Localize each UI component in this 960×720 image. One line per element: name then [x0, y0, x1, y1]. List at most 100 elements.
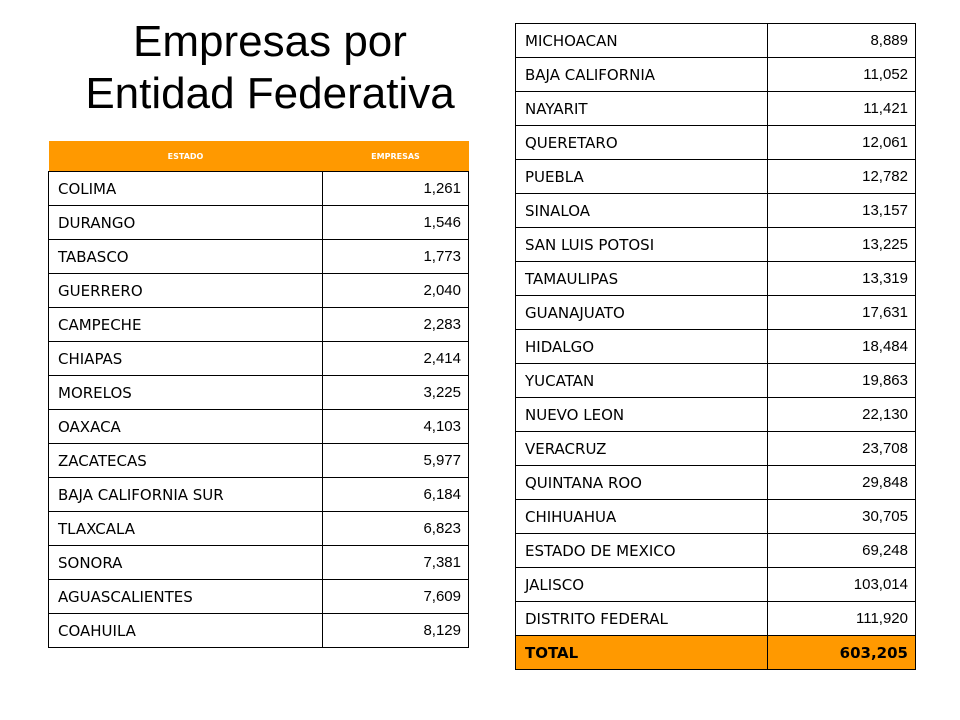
state-name-cell: DISTRITO FEDERAL	[515, 601, 768, 636]
page-title: Empresas por Entidad Federativa	[40, 16, 500, 120]
table-row: AGUASCALIENTES 7,609	[48, 579, 469, 614]
company-count-cell: 4,103	[322, 409, 469, 444]
state-name-cell: GUANAJUATO	[515, 295, 768, 330]
company-count-cell: 5,977	[322, 443, 469, 478]
state-name-cell: SONORA	[48, 545, 323, 580]
company-count-cell: 103,014	[767, 567, 916, 602]
company-count-cell: 13,157	[767, 193, 916, 228]
state-name-cell: JALISCO	[515, 567, 768, 602]
state-name-cell: PUEBLA	[515, 159, 768, 194]
table-row: NUEVO LEON 22,130	[515, 397, 916, 432]
company-count-cell: 69,248	[767, 533, 916, 568]
company-count-cell: 7,381	[322, 545, 469, 580]
state-name-cell: ESTADO DE MEXICO	[515, 533, 768, 568]
company-count-cell: 3,225	[322, 375, 469, 410]
company-count-cell: 1,773	[322, 239, 469, 274]
table-row: COLIMA 1,261	[48, 171, 469, 206]
state-name-cell: ZACATECAS	[48, 443, 323, 478]
table-row: CHIHUAHUA 30,705	[515, 499, 916, 534]
table-row: TLAXCALA 6,823	[48, 511, 469, 546]
table-row: QUINTANA ROO 29,848	[515, 465, 916, 500]
state-name-cell: CAMPECHE	[48, 307, 323, 342]
company-count-cell: 2,414	[322, 341, 469, 376]
company-count-cell: 6,184	[322, 477, 469, 512]
table-row: JALISCO 103,014	[515, 567, 916, 602]
table-row: ZACATECAS 5,977	[48, 443, 469, 478]
table-row: NAYARIT 11,421	[515, 91, 916, 126]
state-name-cell: TABASCO	[48, 239, 323, 274]
company-count-cell: 18,484	[767, 329, 916, 364]
table-row: BAJA CALIFORNIA 11,052	[515, 57, 916, 92]
table-row: OAXACA 4,103	[48, 409, 469, 444]
company-count-cell: 23,708	[767, 431, 916, 466]
company-count-cell: 12,782	[767, 159, 916, 194]
table-row: GUANAJUATO 17,631	[515, 295, 916, 330]
company-count-cell: 111,920	[767, 601, 916, 636]
state-name-cell: NAYARIT	[515, 91, 768, 126]
column-header-estado: ESTADO	[48, 141, 323, 172]
company-count-cell: 2,040	[322, 273, 469, 308]
state-name-cell: QUERETARO	[515, 125, 768, 160]
company-count-cell: 2,283	[322, 307, 469, 342]
state-name-cell: SINALOA	[515, 193, 768, 228]
company-count-cell: 17,631	[767, 295, 916, 330]
state-name-cell: QUINTANA ROO	[515, 465, 768, 500]
total-row: TOTAL 603,205	[515, 635, 916, 670]
company-count-cell: 8,889	[767, 23, 916, 58]
company-count-cell: 13,225	[767, 227, 916, 262]
table-row: SAN LUIS POTOSI 13,225	[515, 227, 916, 262]
state-name-cell: TAMAULIPAS	[515, 261, 768, 296]
table-row: MICHOACAN 8,889	[515, 23, 916, 58]
table-row: VERACRUZ 23,708	[515, 431, 916, 466]
table-row: SINALOA 13,157	[515, 193, 916, 228]
state-name-cell: CHIAPAS	[48, 341, 323, 376]
company-count-cell: 7,609	[322, 579, 469, 614]
state-name-cell: SAN LUIS POTOSI	[515, 227, 768, 262]
state-name-cell: CHIHUAHUA	[515, 499, 768, 534]
state-name-cell: HIDALGO	[515, 329, 768, 364]
state-name-cell: BAJA CALIFORNIA	[515, 57, 768, 92]
table-row: COAHUILA 8,129	[48, 613, 469, 648]
company-count-cell: 1,546	[322, 205, 469, 240]
table-row: SONORA 7,381	[48, 545, 469, 580]
state-name-cell: MICHOACAN	[515, 23, 768, 58]
page-title-line-1: Empresas por	[133, 17, 407, 66]
table-row: GUERRERO 2,040	[48, 273, 469, 308]
company-count-cell: 8,129	[322, 613, 469, 648]
company-count-cell: 30,705	[767, 499, 916, 534]
table-row: QUERETARO 12,061	[515, 125, 916, 160]
table-row: TABASCO 1,773	[48, 239, 469, 274]
company-count-cell: 1,261	[322, 171, 469, 206]
table-row: PUEBLA 12,782	[515, 159, 916, 194]
table-row: HIDALGO 18,484	[515, 329, 916, 364]
table-row: TAMAULIPAS 13,319	[515, 261, 916, 296]
table-header-row: ESTADO EMPRESAS	[48, 141, 469, 172]
company-count-cell: 6,823	[322, 511, 469, 546]
state-name-cell: TLAXCALA	[48, 511, 323, 546]
table-row: YUCATAN 19,863	[515, 363, 916, 398]
page-title-line-2: Entidad Federativa	[85, 69, 455, 118]
total-value: 603,205	[767, 635, 916, 670]
state-name-cell: COAHUILA	[48, 613, 323, 648]
table-row: ESTADO DE MEXICO 69,248	[515, 533, 916, 568]
company-count-cell: 11,421	[767, 91, 916, 126]
table-row: MORELOS 3,225	[48, 375, 469, 410]
company-count-cell: 22,130	[767, 397, 916, 432]
state-name-cell: OAXACA	[48, 409, 323, 444]
table-row: CAMPECHE 2,283	[48, 307, 469, 342]
company-count-cell: 29,848	[767, 465, 916, 500]
company-count-cell: 12,061	[767, 125, 916, 160]
table-row: BAJA CALIFORNIA SUR 6,184	[48, 477, 469, 512]
state-name-cell: AGUASCALIENTES	[48, 579, 323, 614]
state-name-cell: DURANGO	[48, 205, 323, 240]
state-name-cell: GUERRERO	[48, 273, 323, 308]
table-row: DURANGO 1,546	[48, 205, 469, 240]
state-name-cell: VERACRUZ	[515, 431, 768, 466]
state-name-cell: COLIMA	[48, 171, 323, 206]
state-name-cell: MORELOS	[48, 375, 323, 410]
table-row: CHIAPAS 2,414	[48, 341, 469, 376]
states-table-left: ESTADO EMPRESAS COLIMA 1,261 DURANGO 1,546 T…	[48, 141, 469, 648]
state-name-cell: NUEVO LEON	[515, 397, 768, 432]
company-count-cell: 11,052	[767, 57, 916, 92]
state-name-cell: BAJA CALIFORNIA SUR	[48, 477, 323, 512]
